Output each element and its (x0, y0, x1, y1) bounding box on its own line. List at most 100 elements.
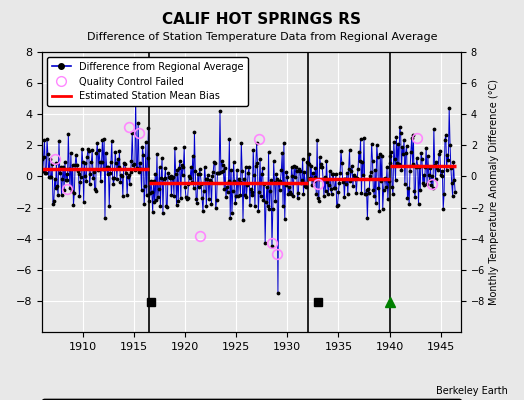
Text: Difference of Station Temperature Data from Regional Average: Difference of Station Temperature Data f… (87, 32, 437, 42)
Point (239, 217, 247, 224)
Point (95, 147, 103, 153)
Point (99, 166, 107, 172)
Point (80, 160, 89, 166)
Point (364, 185, 373, 192)
Point (390, 156, 399, 162)
Point (107, 159, 115, 165)
Point (89, 174, 97, 181)
Point (296, 168, 304, 174)
Point (158, 155, 166, 162)
Point (193, 200, 201, 206)
Point (223, 184, 231, 190)
Point (293, 195, 302, 201)
Point (87, 159, 95, 166)
Point (347, 168, 355, 174)
Point (321, 174, 329, 180)
Point (164, 170, 172, 176)
Point (76, 179, 84, 185)
Point (102, 150, 110, 156)
Point (178, 162, 186, 168)
Point (436, 172, 445, 179)
Point (59, 163, 68, 170)
Point (157, 175, 166, 182)
Point (417, 150, 425, 156)
Point (185, 173, 193, 180)
Point (345, 147, 354, 153)
Point (189, 152, 197, 159)
Point (280, 140, 288, 146)
Point (438, 168, 446, 174)
Point (319, 176, 328, 182)
Point (113, 175, 121, 182)
Point (264, 203, 272, 209)
Point (147, 178, 155, 184)
Point (212, 197, 221, 203)
Point (219, 167, 227, 174)
Point (241, 192, 249, 198)
Point (45, 174, 53, 181)
Point (429, 185, 437, 191)
Point (209, 169, 217, 175)
Point (214, 170, 223, 176)
Point (409, 132, 418, 138)
Point (105, 202, 113, 209)
Point (419, 172, 428, 178)
Point (132, 92, 140, 99)
Point (352, 190, 361, 196)
Point (442, 167, 451, 174)
Point (61, 158, 69, 165)
Point (444, 156, 453, 163)
Point (163, 204, 171, 210)
Point (360, 135, 368, 141)
Point (206, 178, 215, 185)
Point (337, 148, 345, 154)
Point (127, 158, 136, 164)
Point (126, 168, 135, 175)
Point (190, 129, 199, 135)
Point (219, 162, 227, 168)
Point (77, 174, 85, 180)
Point (263, 184, 271, 190)
Point (418, 156, 426, 162)
Point (384, 196, 392, 202)
Point (216, 108, 224, 114)
Point (69, 202, 78, 208)
Point (361, 191, 369, 197)
Point (243, 182, 252, 188)
Point (356, 158, 364, 164)
Point (210, 159, 218, 166)
Point (369, 186, 378, 193)
Point (38, 156, 46, 162)
Point (232, 193, 241, 199)
Point (287, 190, 295, 197)
Point (270, 179, 279, 186)
Point (171, 171, 180, 177)
Point (313, 136, 321, 143)
Point (51, 184, 60, 191)
Point (189, 184, 198, 191)
Point (261, 240, 269, 246)
Y-axis label: Monthly Temperature Anomaly Difference (°C): Monthly Temperature Anomaly Difference (… (489, 79, 499, 305)
Point (326, 186, 335, 192)
Point (383, 164, 391, 170)
Point (162, 202, 170, 209)
Point (141, 182, 149, 189)
Point (94, 167, 102, 173)
Point (445, 105, 453, 111)
Point (249, 146, 257, 153)
Point (440, 191, 448, 197)
Point (110, 180, 118, 187)
Point (251, 203, 259, 210)
Point (318, 164, 326, 170)
Point (114, 164, 123, 170)
Point (118, 173, 126, 179)
Point (273, 176, 281, 182)
Point (91, 188, 100, 194)
Point (439, 205, 447, 212)
Point (305, 151, 314, 158)
Point (137, 166, 145, 172)
Point (202, 203, 211, 209)
Point (354, 166, 362, 173)
Point (269, 158, 278, 164)
Point (46, 155, 54, 162)
